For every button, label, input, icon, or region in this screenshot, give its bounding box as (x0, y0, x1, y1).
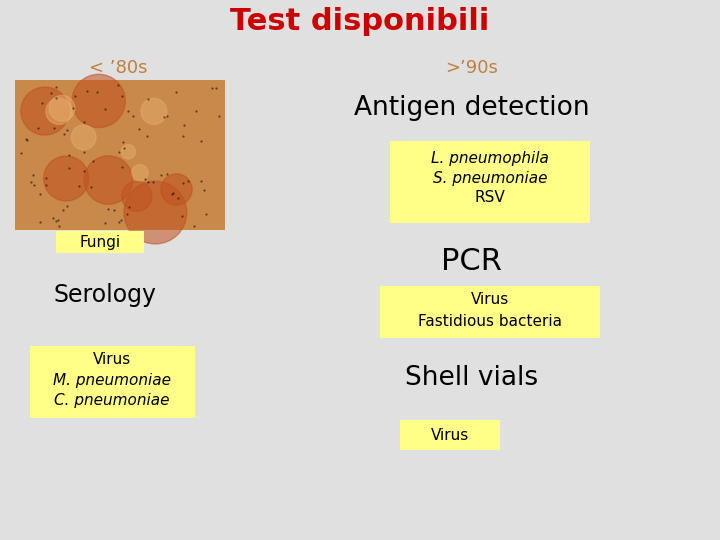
Text: < ’80s: < ’80s (89, 59, 148, 77)
FancyBboxPatch shape (380, 286, 600, 338)
FancyBboxPatch shape (30, 346, 194, 418)
Text: M. pneumoniae: M. pneumoniae (53, 373, 171, 388)
Text: Virus: Virus (471, 293, 509, 307)
Text: Fungi: Fungi (79, 234, 120, 249)
Text: L. pneumophila: L. pneumophila (431, 151, 549, 165)
FancyBboxPatch shape (8, 44, 228, 502)
Text: Shell vials: Shell vials (405, 365, 539, 391)
Circle shape (72, 75, 125, 127)
Circle shape (161, 174, 192, 205)
Circle shape (124, 181, 186, 244)
FancyBboxPatch shape (56, 231, 144, 253)
Text: PCR: PCR (441, 247, 503, 276)
Text: C. pneumoniae: C. pneumoniae (54, 393, 170, 408)
Text: Serology: Serology (53, 283, 156, 307)
Text: Test disponibili: Test disponibili (230, 8, 490, 37)
Circle shape (132, 165, 148, 181)
Text: RSV: RSV (474, 191, 505, 206)
Circle shape (121, 145, 135, 159)
Circle shape (46, 98, 72, 124)
Text: Virus: Virus (93, 353, 131, 368)
FancyBboxPatch shape (232, 44, 712, 502)
Circle shape (141, 98, 167, 124)
Circle shape (21, 87, 69, 135)
Text: Fastidious bacteria: Fastidious bacteria (418, 314, 562, 329)
FancyBboxPatch shape (390, 141, 590, 223)
Circle shape (84, 156, 132, 204)
FancyBboxPatch shape (15, 80, 225, 230)
Text: >’90s: >’90s (446, 59, 498, 77)
Circle shape (122, 181, 152, 211)
Text: Virus: Virus (431, 428, 469, 442)
FancyBboxPatch shape (400, 420, 500, 450)
Circle shape (71, 125, 96, 150)
Text: Antigen detection: Antigen detection (354, 95, 590, 121)
Circle shape (44, 156, 89, 201)
Circle shape (49, 96, 75, 121)
Text: S. pneumoniae: S. pneumoniae (433, 171, 547, 186)
